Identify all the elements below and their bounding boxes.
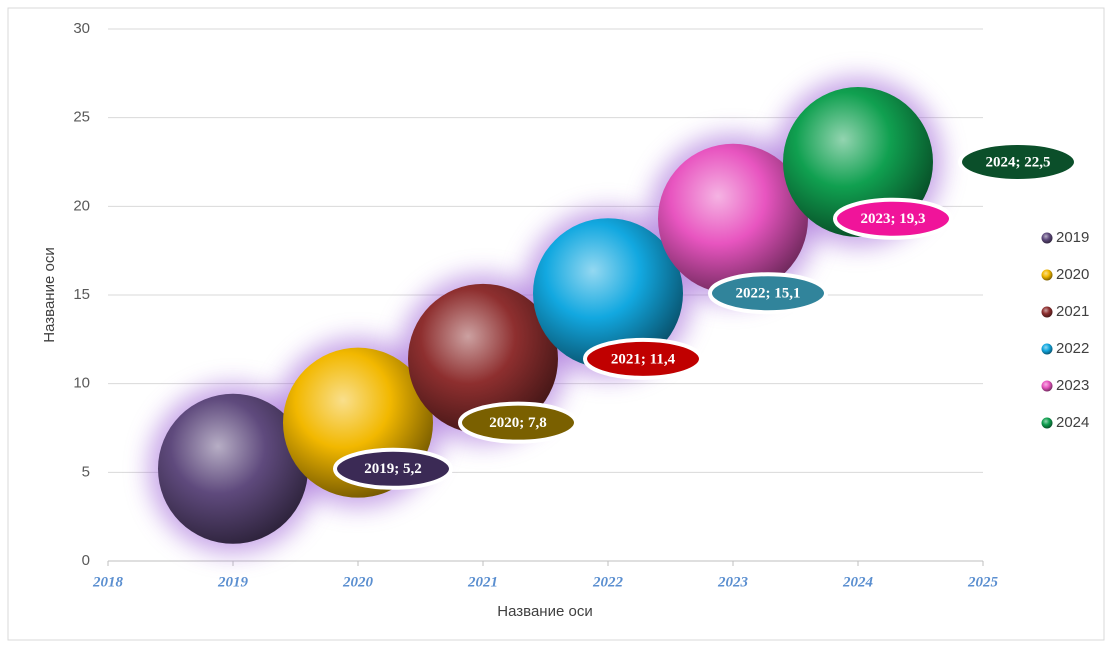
data-label-bg: [333, 447, 453, 490]
legend-label: 2023: [1056, 377, 1089, 394]
bubble: [408, 283, 558, 434]
x-tick-label: 2024: [842, 574, 874, 590]
y-tick-label: 15: [73, 286, 90, 303]
x-tick-label: 2018: [92, 574, 124, 590]
y-tick-label: 25: [73, 109, 90, 126]
y-axis-title: Название оси: [41, 247, 58, 342]
y-tick-label: 5: [82, 463, 90, 480]
data-label: 2024; 22,5: [986, 154, 1051, 170]
legend-label: 2021: [1056, 303, 1089, 320]
data-label: 2019; 5,2: [364, 461, 422, 477]
y-tick-label: 10: [73, 375, 90, 392]
legend-marker: [1041, 417, 1053, 429]
data-label: 2021; 11,4: [611, 351, 676, 367]
bubble: [658, 143, 808, 294]
legend-label: 2019: [1056, 229, 1089, 246]
legend-marker: [1041, 269, 1053, 281]
data-label-bg: [958, 141, 1078, 183]
x-tick-label: 2020: [342, 574, 374, 590]
legend-marker: [1041, 343, 1053, 355]
x-tick-label: 2025: [967, 574, 999, 590]
legend-label: 2022: [1056, 340, 1089, 357]
data-label-bg: [708, 272, 828, 315]
x-tick-label: 2021: [467, 574, 498, 590]
y-tick-label: 0: [82, 552, 90, 569]
legend-label: 2020: [1056, 266, 1089, 283]
bubble: [533, 218, 683, 369]
legend-marker: [1041, 306, 1053, 318]
x-tick-label: 2019: [217, 574, 249, 590]
data-label: 2022; 15,1: [736, 286, 801, 302]
bubble-layer: [158, 87, 933, 544]
y-tick-label: 30: [73, 20, 90, 37]
y-tick-label: 20: [73, 197, 90, 214]
legend-marker: [1041, 380, 1053, 392]
legend-marker: [1041, 232, 1053, 244]
data-label-bg: [833, 197, 953, 240]
x-axis-title: Название оси: [497, 603, 592, 620]
x-tick-label: 2023: [717, 574, 749, 590]
bubble: [158, 393, 308, 544]
data-label-bg: [583, 337, 703, 380]
label-layer: 2019; 5,2 2020; 7,8 2021; 11,4 2022; 15,1 20…: [333, 141, 1078, 490]
data-label: 2020; 7,8: [489, 415, 547, 431]
data-label: 2023; 19,3: [861, 211, 926, 227]
data-label-bg: [458, 401, 578, 444]
x-tick-label: 2022: [592, 574, 624, 590]
legend-label: 2024: [1056, 414, 1089, 431]
